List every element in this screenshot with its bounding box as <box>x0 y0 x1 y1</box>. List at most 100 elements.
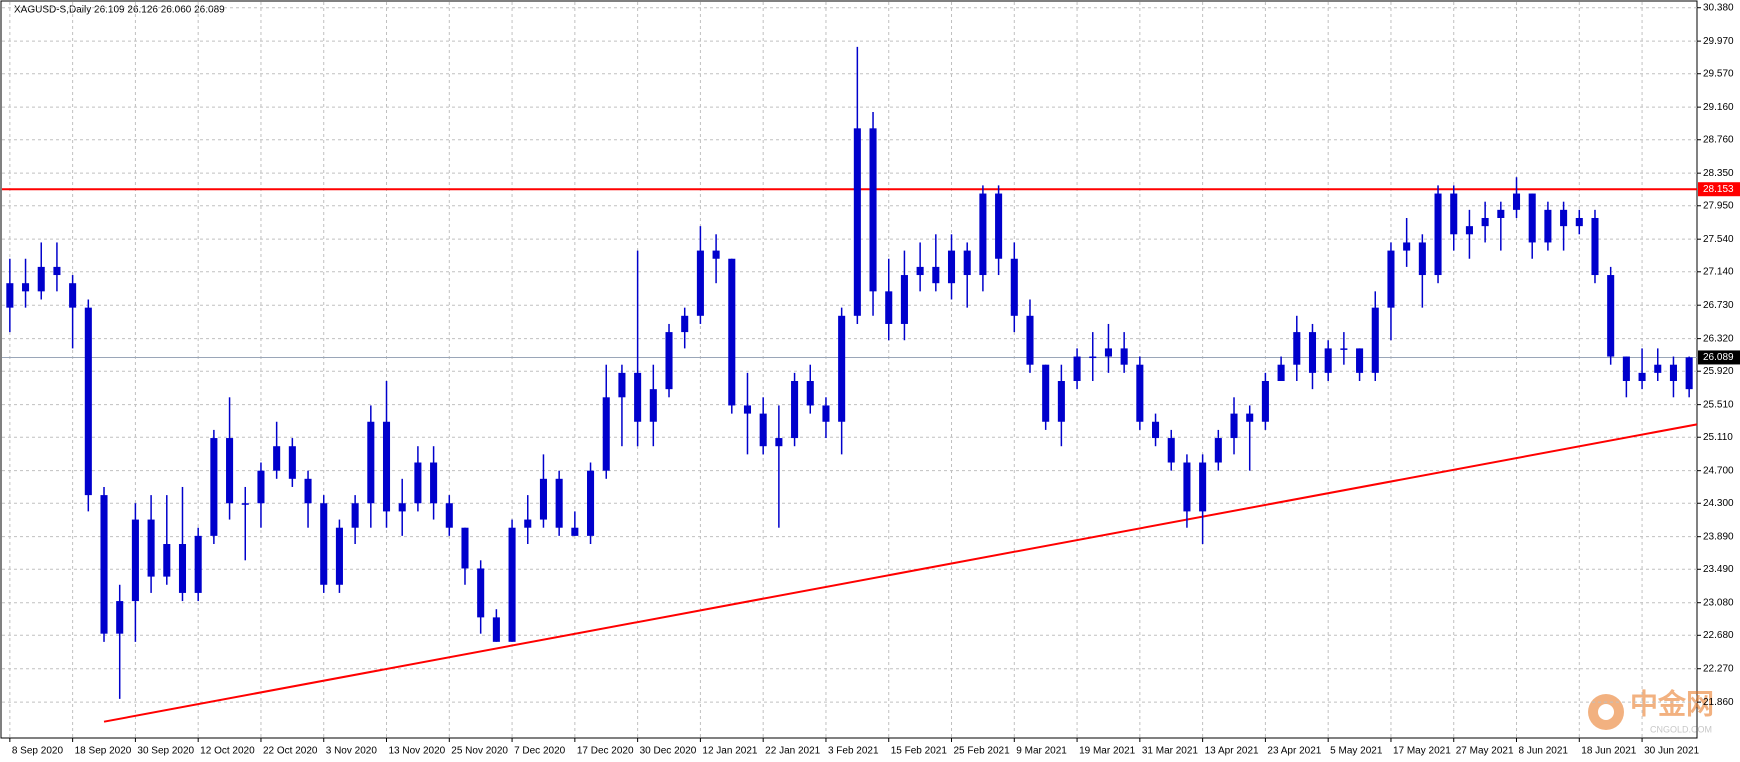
candle-body <box>634 372 642 422</box>
x-tick-label: 13 Nov 2020 <box>389 746 446 757</box>
candle-body <box>743 405 752 414</box>
candle-body <box>1183 462 1191 512</box>
last-price-tag-label: 26.089 <box>1703 352 1734 363</box>
y-tick-label: 23.890 <box>1703 531 1734 542</box>
candle-body <box>696 250 704 316</box>
y-tick-label: 26.730 <box>1703 300 1734 311</box>
candle-body <box>1418 242 1426 276</box>
candle-body <box>1073 356 1081 382</box>
candle-body <box>681 315 689 333</box>
candle-body <box>571 527 579 536</box>
candle-body <box>100 495 108 634</box>
y-tick-label: 29.970 <box>1703 36 1734 47</box>
candle-body <box>853 128 861 316</box>
candle-body <box>84 307 92 496</box>
y-tick-label: 30.380 <box>1703 2 1734 13</box>
candle-body <box>775 438 783 447</box>
candle-body <box>1685 357 1693 390</box>
candle-body <box>1560 209 1568 227</box>
watermark-brand: 中金网 <box>1630 687 1714 719</box>
candle-body <box>1497 209 1505 218</box>
candle-body <box>241 503 249 505</box>
y-tick-label: 26.320 <box>1703 333 1734 344</box>
candle-body <box>131 519 139 602</box>
x-tick-label: 19 Mar 2021 <box>1079 746 1136 757</box>
candle-body <box>147 519 155 577</box>
candle-body <box>1638 372 1646 382</box>
y-tick-label: 28.760 <box>1703 134 1734 145</box>
candle-body <box>53 266 61 276</box>
candle-body <box>1356 348 1364 373</box>
candle-body <box>1042 364 1050 422</box>
candle-body <box>398 503 406 512</box>
candle-body <box>1481 217 1489 227</box>
candle-body <box>963 250 971 276</box>
x-tick-label: 9 Mar 2021 <box>1016 746 1067 757</box>
candle-body <box>445 503 453 528</box>
candle-body <box>1465 226 1473 235</box>
candle-body <box>1167 438 1175 463</box>
candle-body <box>1026 315 1034 365</box>
candle-body <box>351 503 359 528</box>
x-tick-label: 12 Oct 2020 <box>200 746 255 757</box>
candle-body <box>1528 193 1536 243</box>
candle-body <box>916 266 924 276</box>
x-tick-label: 25 Nov 2020 <box>451 746 508 757</box>
candle-body <box>508 527 516 642</box>
candle-body <box>995 193 1003 259</box>
candle-body <box>587 470 595 536</box>
x-tick-label: 17 Dec 2020 <box>577 746 634 757</box>
x-tick-label: 13 Apr 2021 <box>1205 746 1259 757</box>
candle-body <box>477 568 485 618</box>
x-tick-label: 27 May 2021 <box>1456 746 1514 757</box>
candle-body <box>382 421 391 512</box>
x-tick-label: 30 Jun 2021 <box>1644 746 1699 757</box>
candle-body <box>1591 217 1599 276</box>
candle-body <box>37 266 45 292</box>
last-price-tag <box>1698 350 1740 365</box>
candle-body <box>979 193 987 276</box>
candle-body <box>885 291 893 324</box>
x-tick-label: 3 Feb 2021 <box>828 746 879 757</box>
candle-body <box>304 478 312 504</box>
candle-body <box>838 315 846 422</box>
x-tick-label: 22 Oct 2020 <box>263 746 318 757</box>
resistance-tag <box>1698 182 1740 197</box>
y-tick-label: 27.540 <box>1703 234 1734 245</box>
candle-body <box>947 250 956 284</box>
candle-body <box>1371 307 1379 373</box>
candle-body <box>1010 258 1018 316</box>
x-tick-label: 18 Sep 2020 <box>75 746 132 757</box>
candle-body <box>524 519 532 528</box>
candle-body <box>273 446 281 471</box>
candle-body <box>1152 421 1160 439</box>
y-tick-label: 27.950 <box>1703 200 1734 211</box>
candle-body <box>1246 413 1254 422</box>
y-tick-label: 22.680 <box>1703 630 1734 641</box>
candle-body <box>1277 364 1285 382</box>
candle-body <box>116 601 124 634</box>
candle-body <box>1089 356 1097 359</box>
candle-body <box>728 258 736 406</box>
candle-body <box>602 397 610 471</box>
candle-body <box>1199 462 1207 512</box>
y-tick-label: 29.160 <box>1703 102 1734 113</box>
candle-body <box>1057 381 1065 422</box>
x-tick-label: 17 May 2021 <box>1393 746 1451 757</box>
y-tick-label: 28.350 <box>1703 168 1734 179</box>
x-tick-label: 30 Sep 2020 <box>137 746 194 757</box>
resistance-tag-label: 28.153 <box>1703 184 1734 195</box>
y-tick-label: 25.110 <box>1703 432 1733 443</box>
candle-body <box>1324 348 1332 373</box>
x-tick-label: 23 Apr 2021 <box>1267 746 1321 757</box>
candle-body <box>932 266 940 284</box>
candle-body <box>1403 242 1411 251</box>
watermark-site: CNGOLD.COM <box>1650 724 1712 734</box>
candle-body <box>900 275 908 324</box>
grid <box>2 2 1697 738</box>
candle-body <box>6 283 14 308</box>
candle-body <box>1544 209 1552 243</box>
candle-body <box>22 283 30 292</box>
candle-body <box>1575 217 1583 227</box>
candle-body <box>430 462 438 504</box>
